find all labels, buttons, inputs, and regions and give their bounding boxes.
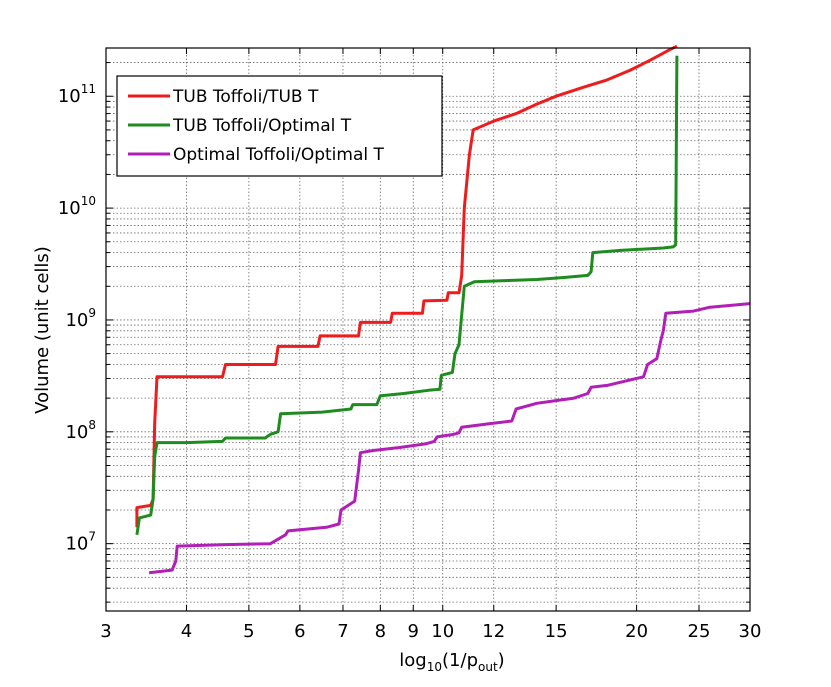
y-tick-label: 108 <box>65 418 96 443</box>
legend-box <box>116 75 443 177</box>
x-tick-label: 20 <box>625 621 648 642</box>
legend-entry-3: Optimal Toffoli/Optimal T <box>173 145 385 165</box>
y-tick-label: 1011 <box>58 82 96 107</box>
series-line-3 <box>148 302 751 575</box>
x-axis-label-end: ) <box>498 650 505 671</box>
series-lines <box>135 44 751 575</box>
x-axis-label: log10(1/pout) <box>399 650 504 674</box>
x-axis-label-sub2: out <box>478 660 498 674</box>
x-tick-label: 5 <box>243 621 254 642</box>
y-tick-label: 107 <box>65 530 96 555</box>
legend-entry-2: TUB Toffoli/Optimal T <box>172 116 352 136</box>
x-axis-label-rest: (1/p <box>442 650 478 671</box>
axis-ticks: 3 4 5 6 7 8 9 10 12 15 20 25 30 107 108 109 1010 1011 <box>58 48 762 642</box>
x-tick-label: 9 <box>408 621 419 642</box>
series-line-2 <box>135 55 679 536</box>
x-tick-label: 25 <box>688 621 711 642</box>
x-tick-label: 12 <box>482 621 505 642</box>
x-tick-label: 8 <box>375 621 386 642</box>
y-tick-label: 1010 <box>58 194 96 219</box>
x-tick-label: 15 <box>545 621 568 642</box>
series-line-1 <box>135 44 678 528</box>
plot-frame <box>105 47 751 612</box>
x-tick-label: 6 <box>294 621 305 642</box>
x-tick-label: 7 <box>337 621 348 642</box>
x-axis-label-main: log <box>399 650 426 671</box>
x-tick-label: 10 <box>431 621 454 642</box>
x-tick-label: 3 <box>100 621 111 642</box>
legend: TUB Toffoli/TUB T TUB Toffoli/Optimal T Op… <box>116 75 443 177</box>
x-tick-label: 4 <box>181 621 192 642</box>
y-axis-label: Volume (unit cells) <box>32 246 53 414</box>
x-axis-label-sub: 10 <box>427 660 442 674</box>
y-tick-label: 109 <box>65 306 96 331</box>
legend-entry-1: TUB Toffoli/TUB T <box>172 87 319 107</box>
x-tick-label: 30 <box>739 621 762 642</box>
